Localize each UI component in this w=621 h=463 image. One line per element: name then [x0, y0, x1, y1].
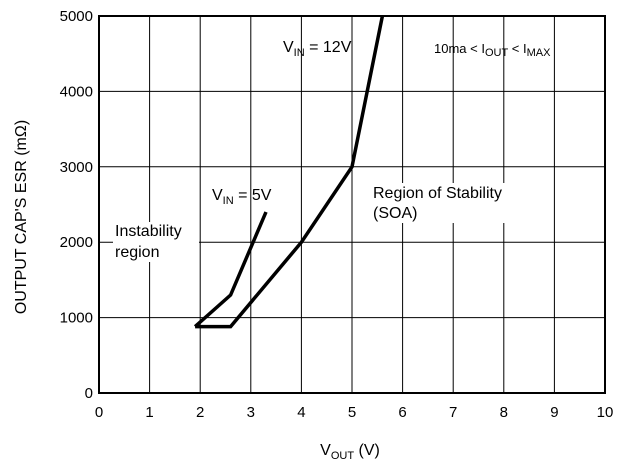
x-tick-label: 6 [398, 404, 406, 421]
x-tick-label: 10 [597, 404, 614, 421]
y-tick-label: 1000 [60, 310, 93, 327]
y-axis-label: OUTPUT CAP'S ESR (mΩ) [13, 120, 30, 314]
x-axis-label-unit: (V) [354, 442, 380, 459]
x-tick-label: 7 [449, 404, 457, 421]
condition-annotation: 10ma < IOUT < IMAX [434, 41, 551, 59]
x-tick-label: 2 [196, 404, 204, 421]
x-tick-label: 8 [500, 404, 508, 421]
y-tick-label: 2000 [60, 234, 93, 251]
x-axis-label-sub: OUT [331, 450, 355, 462]
y-tick-label: 0 [85, 385, 93, 402]
x-axis-label: VOUT (V) [320, 442, 380, 462]
x-tick-label: 3 [247, 404, 255, 421]
instability-label-background [113, 222, 199, 262]
y-tick-label: 3000 [60, 159, 93, 176]
y-tick-label: 4000 [60, 83, 93, 100]
stability-annotation: Region of Stability (SOA) [373, 185, 506, 222]
x-tick-labels: 0 1 2 3 4 5 6 7 8 9 10 [95, 404, 614, 421]
series-line-1 [193, 211, 268, 328]
grid [99, 16, 605, 393]
x-tick-label: 5 [348, 404, 356, 421]
series-label-vin-5v: VIN = 5V [212, 187, 272, 207]
stability-label-background [370, 183, 514, 223]
x-tick-label: 0 [95, 404, 103, 421]
x-tick-label: 9 [550, 404, 558, 421]
x-tick-label: 4 [297, 404, 305, 421]
instability-annotation: Instability region [115, 223, 186, 261]
series-label-vin-12v: VIN = 12V [283, 39, 352, 59]
plot-frame [98, 15, 606, 394]
x-axis-label-main: V [320, 442, 331, 459]
y-tick-label: 5000 [60, 8, 93, 25]
series-line-0 [195, 15, 385, 329]
y-tick-labels: 0 1000 2000 3000 4000 5000 [60, 8, 93, 402]
x-tick-label: 1 [145, 404, 153, 421]
series-lines [193, 15, 385, 329]
